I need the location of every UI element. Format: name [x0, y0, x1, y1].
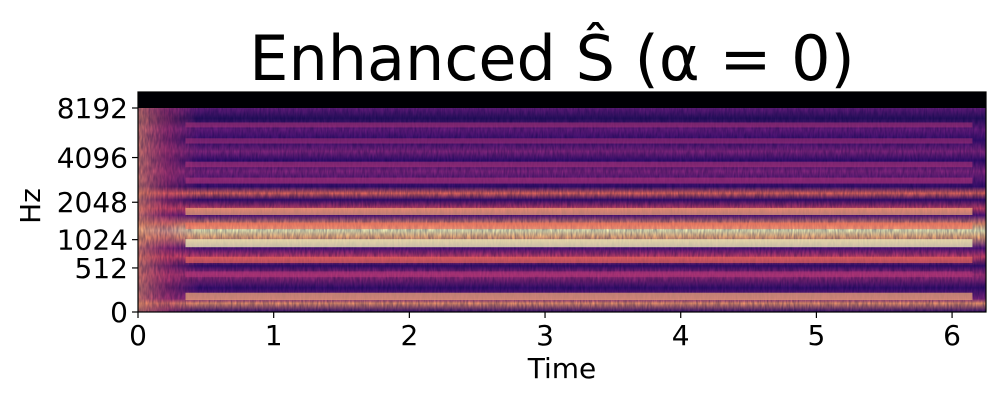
- x-tick-label: 1: [265, 319, 283, 352]
- y-tick-label: 512: [75, 252, 128, 285]
- harmonic-band: [185, 256, 973, 264]
- x-axis: 0 1 2 3 4 5 6: [129, 312, 961, 352]
- harmonic-band: [185, 239, 973, 248]
- plot-area: [138, 92, 986, 312]
- harmonic-band: [185, 161, 973, 168]
- harmonic-band: [185, 292, 973, 301]
- empty-high-frequency-band: [138, 92, 986, 108]
- x-tick-label: 3: [536, 319, 554, 352]
- harmonic-band: [185, 122, 973, 128]
- harmonic-band: [185, 177, 973, 184]
- y-tick-label: 4096: [57, 142, 128, 175]
- x-tick-label: 2: [400, 319, 418, 352]
- x-tick-label: 4: [672, 319, 690, 352]
- harmonic-band: [185, 222, 973, 230]
- x-tick-label: 6: [943, 319, 961, 352]
- chart-title: Enhanced Ŝ (α = 0): [249, 22, 854, 95]
- x-tick-label: 0: [129, 319, 147, 352]
- harmonic-band: [185, 138, 973, 144]
- x-tick-label: 5: [807, 319, 825, 352]
- y-axis-label: Hz: [14, 188, 47, 224]
- x-axis-label: Time: [527, 352, 597, 385]
- y-tick-label: 2048: [57, 186, 128, 219]
- harmonic-band: [185, 271, 973, 278]
- y-tick-label: 8192: [57, 92, 128, 125]
- y-tick-label: 0: [110, 296, 128, 329]
- y-tick-label: 1024: [57, 224, 128, 257]
- harmonic-band: [185, 207, 973, 216]
